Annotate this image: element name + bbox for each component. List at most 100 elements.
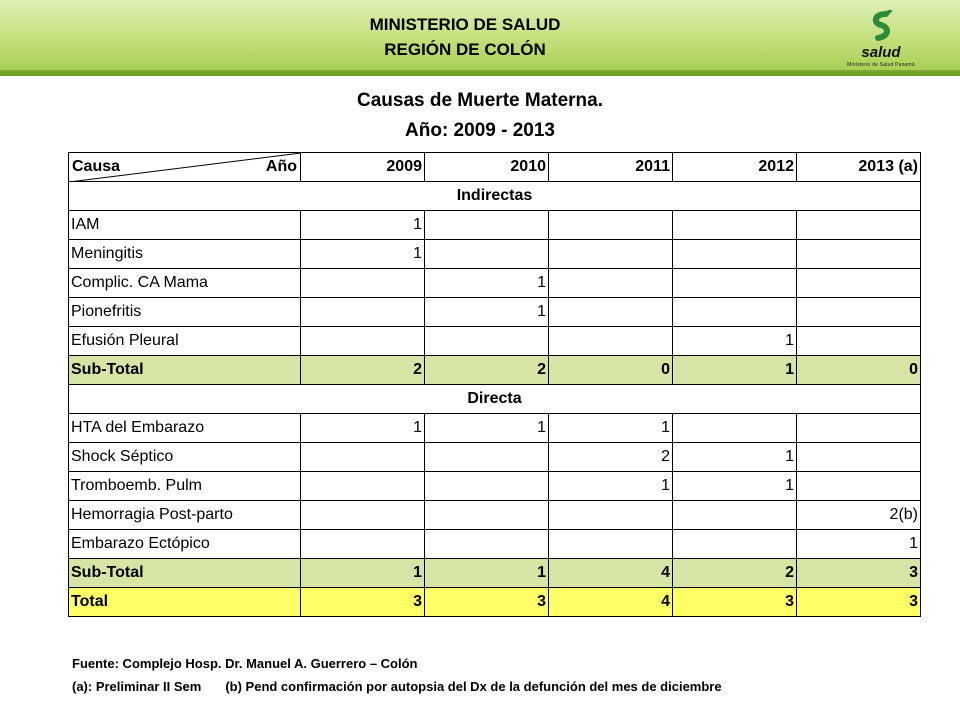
- cause-cell: Efusión Pleural: [68, 326, 301, 356]
- subtotal-row-value: 3: [796, 558, 921, 588]
- value-cell: [672, 529, 797, 559]
- causa-header: Causa: [72, 158, 121, 175]
- table-row: Pionefritis 1: [68, 297, 921, 327]
- footnote-line: (a): Preliminar II Sem (b) Pend confirmac…: [72, 679, 722, 694]
- value-cell: [300, 297, 425, 327]
- total-row-label: Total: [68, 587, 301, 617]
- salud-logo-icon: [872, 10, 892, 41]
- subtotal-row: Sub-Total 2 2 0 1 0: [68, 355, 921, 385]
- total-row: Total 3 3 4 3 3: [68, 587, 921, 617]
- value-cell: [300, 442, 425, 472]
- value-cell: [672, 210, 797, 240]
- value-cell: [424, 326, 549, 356]
- subtotal-row-value: 0: [548, 355, 673, 385]
- value-cell: [672, 268, 797, 298]
- value-cell: 1: [424, 413, 549, 443]
- table-row: Shock Séptico 2 1: [68, 442, 921, 472]
- corner-header-cell: Causa Año: [68, 152, 301, 182]
- table-row: Complic. CA Mama 1: [68, 268, 921, 298]
- value-cell: [300, 500, 425, 530]
- value-cell: [796, 326, 921, 356]
- subtotal-row-value: 2: [424, 355, 549, 385]
- subtotal-row-label: Sub-Total: [68, 558, 301, 588]
- total-row-value: 4: [548, 587, 673, 617]
- value-cell: [672, 297, 797, 327]
- value-cell: [672, 413, 797, 443]
- subtotal-row-value: 4: [548, 558, 673, 588]
- value-cell: 2: [548, 442, 673, 472]
- logo-ministry-text: Ministerio de Salud: [847, 62, 894, 68]
- value-cell: [424, 239, 549, 269]
- header-band: MINISTERIO DE SALUD REGIÓN DE COLÓN salu…: [0, 0, 960, 76]
- subtotal-row-value: 0: [796, 355, 921, 385]
- value-cell: [424, 500, 549, 530]
- section-indirectas-label: Indirectas: [68, 181, 921, 211]
- cause-cell: Pionefritis: [68, 297, 301, 327]
- value-cell: [548, 268, 673, 298]
- table-row: Efusión Pleural 1: [68, 326, 921, 356]
- year-header: 2013 (a): [796, 152, 921, 182]
- value-cell: [796, 413, 921, 443]
- subtotal-row-value: 1: [672, 355, 797, 385]
- value-cell: [796, 268, 921, 298]
- cause-cell: Shock Séptico: [68, 442, 301, 472]
- value-cell: 2(b): [796, 500, 921, 530]
- value-cell: [796, 210, 921, 240]
- value-cell: 1: [424, 297, 549, 327]
- diagonal-line: [76, 153, 300, 181]
- total-row-value: 3: [672, 587, 797, 617]
- note-b: (b) Pend confirmación por autopsia del D…: [225, 679, 722, 694]
- subtotal-row: Sub-Total 1 1 4 2 3: [68, 558, 921, 588]
- value-cell: [300, 471, 425, 501]
- cause-cell: Meningitis: [68, 239, 301, 269]
- value-cell: [548, 326, 673, 356]
- value-cell: [300, 529, 425, 559]
- year-header: 2010: [424, 152, 549, 182]
- header-box: [0, 0, 960, 72]
- value-cell: [796, 239, 921, 269]
- value-cell: 1: [548, 471, 673, 501]
- value-cell: 1: [300, 210, 425, 240]
- logo-text: salud: [861, 44, 901, 61]
- cause-cell: Complic. CA Mama: [68, 268, 301, 298]
- value-cell: [300, 326, 425, 356]
- page-subtitle: Año: 2009 - 2013: [405, 120, 555, 141]
- table-row: Meningitis 1: [68, 239, 921, 269]
- value-cell: 1: [796, 529, 921, 559]
- value-cell: 1: [300, 413, 425, 443]
- region-name: REGIÓN DE COLÓN: [384, 40, 546, 59]
- cause-cell: Hemorragia Post-parto: [68, 500, 301, 530]
- total-row-value: 3: [300, 587, 425, 617]
- anio-header: Año: [265, 158, 297, 175]
- value-cell: [796, 442, 921, 472]
- cause-cell: Tromboemb. Pulm: [68, 471, 301, 501]
- value-cell: [796, 297, 921, 327]
- value-cell: [424, 442, 549, 472]
- subtotal-row-value: 2: [672, 558, 797, 588]
- value-cell: [672, 239, 797, 269]
- section-directa-label: Directa: [68, 384, 921, 414]
- value-cell: [424, 471, 549, 501]
- value-cell: [548, 529, 673, 559]
- year-header: 2012: [672, 152, 797, 182]
- cause-cell: HTA del Embarazo: [68, 413, 301, 443]
- table-row: Tromboemb. Pulm 1 1: [68, 471, 921, 501]
- value-cell: 1: [424, 268, 549, 298]
- value-cell: 1: [672, 326, 797, 356]
- subtotal-row-value: 2: [300, 355, 425, 385]
- table-row: IAM 1: [68, 210, 921, 240]
- subtotal-row-value: 1: [424, 558, 549, 588]
- value-cell: [424, 529, 549, 559]
- value-cell: [548, 297, 673, 327]
- maternal-death-table: Causa Año 2009 2010 2011 2012 2013 (a) Indirect…: [68, 152, 921, 617]
- value-cell: 1: [300, 239, 425, 269]
- salud-logo: salud Ministerio de Salud Panamá: [846, 10, 916, 72]
- subtotal-row-value: 1: [300, 558, 425, 588]
- value-cell: [548, 500, 673, 530]
- cause-cell: Embarazo Ectópico: [68, 529, 301, 559]
- value-cell: [424, 210, 549, 240]
- year-header: 2011: [548, 152, 673, 182]
- ministry-name: MINISTERIO DE SALUD: [369, 15, 561, 34]
- note-a: (a): Preliminar II Sem: [72, 679, 202, 694]
- table-row: Hemorragia Post-parto 2(b): [68, 500, 921, 530]
